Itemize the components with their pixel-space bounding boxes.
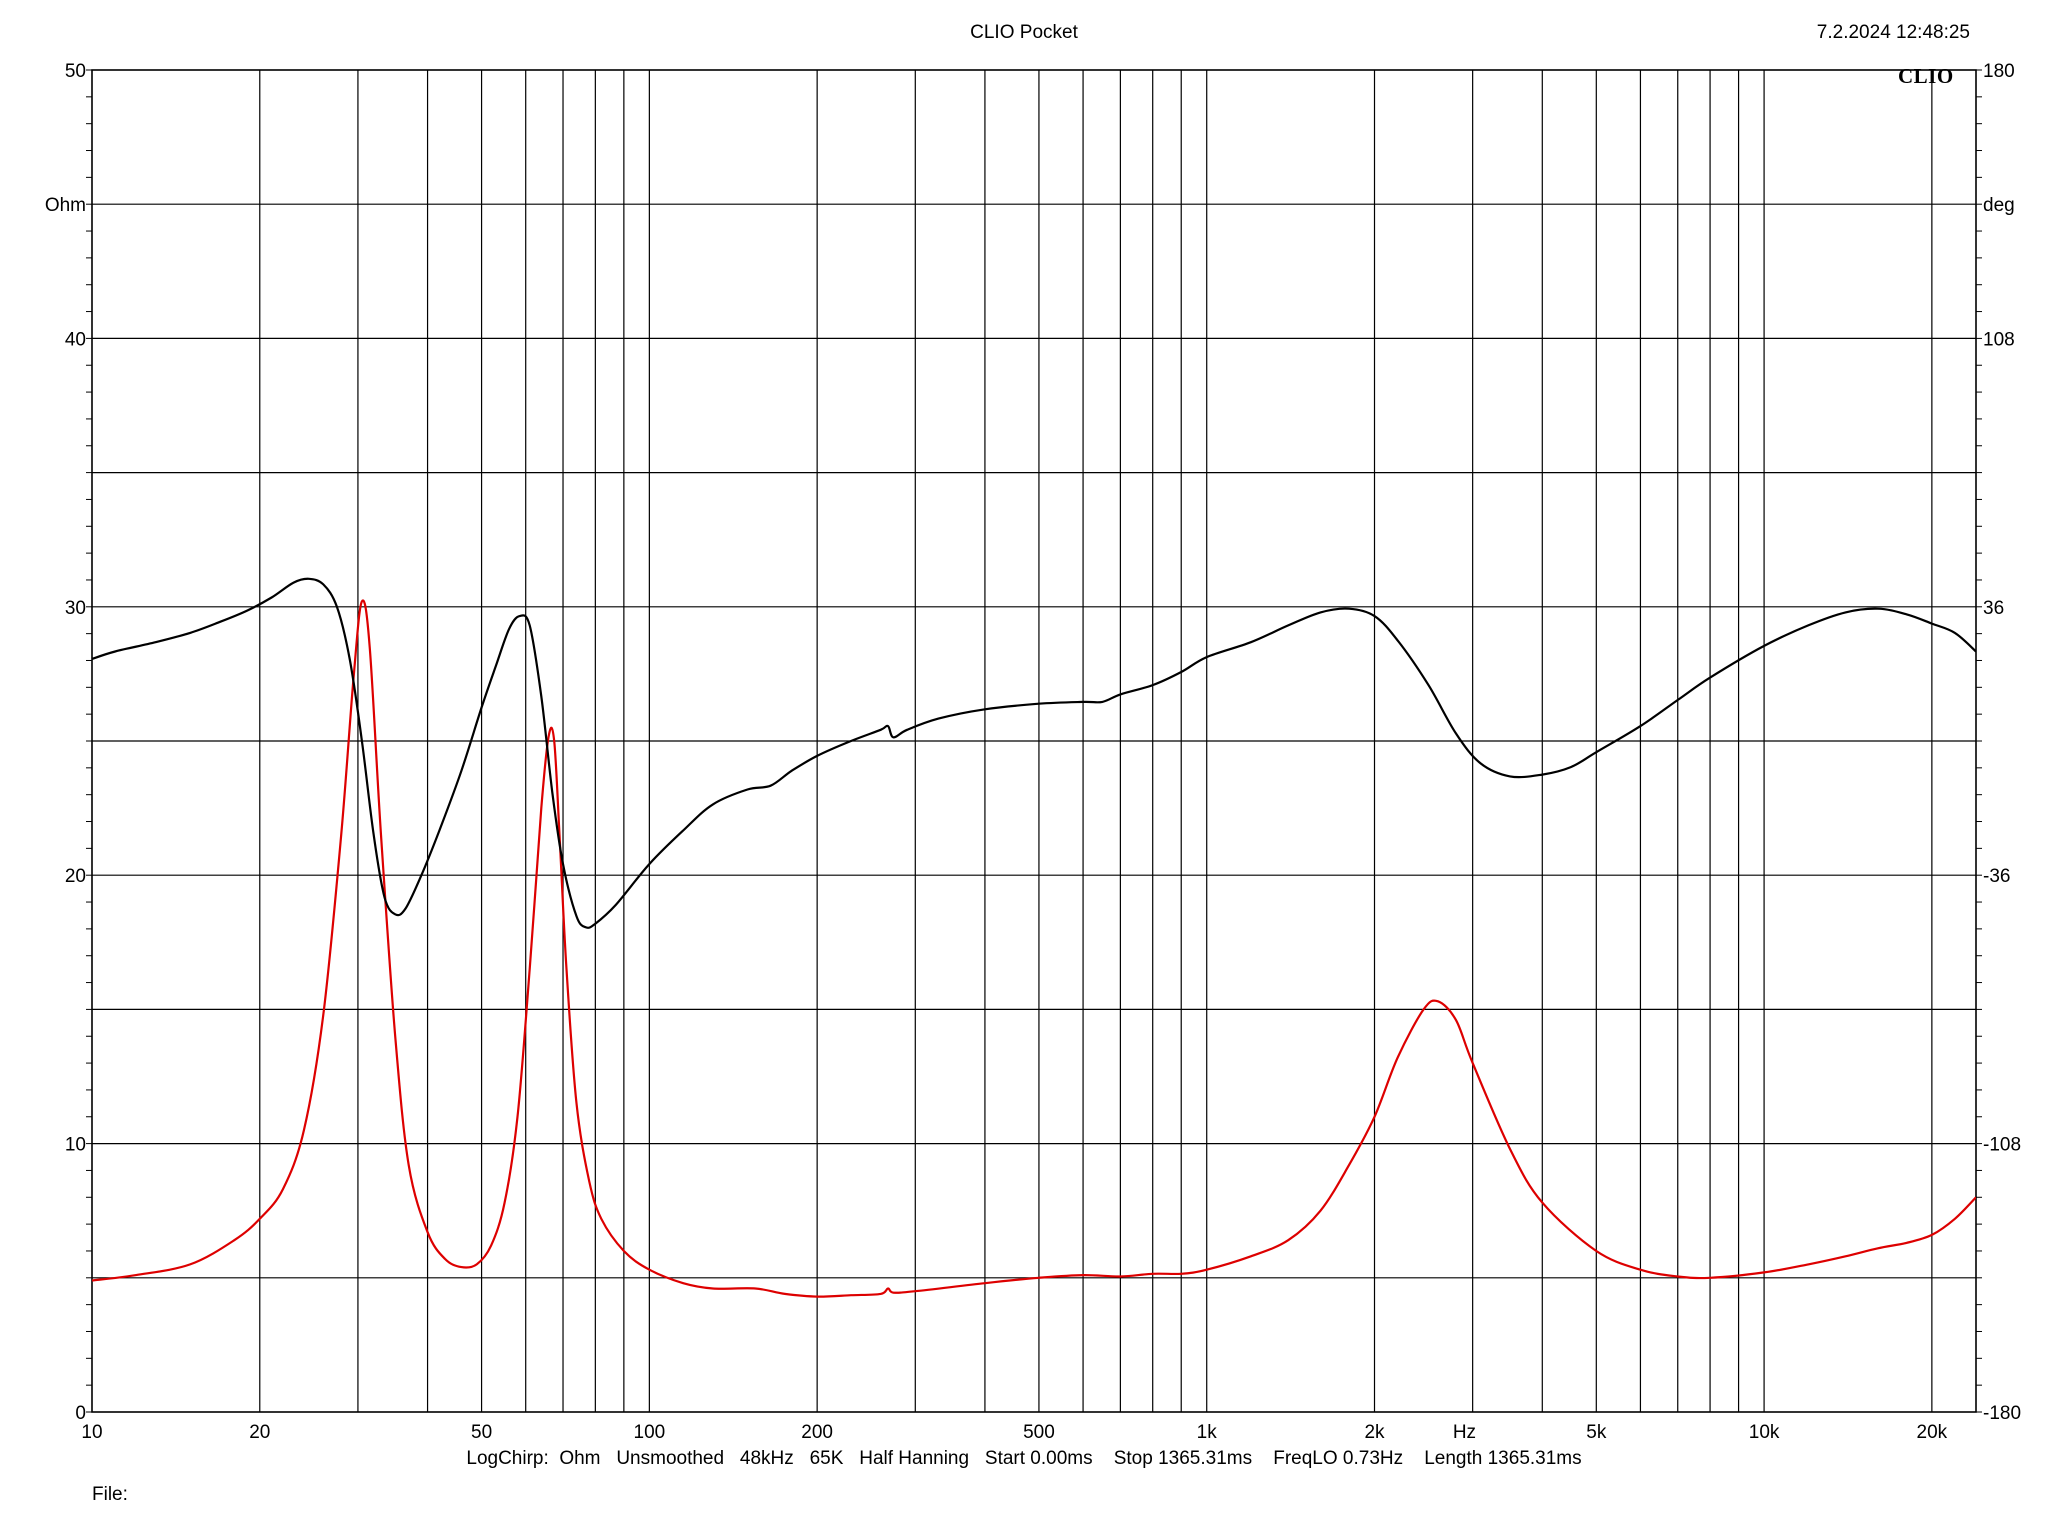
timestamp: 7.2.2024 12:48:25 — [1816, 22, 1970, 43]
x-tick-label: 5k — [1586, 1422, 1607, 1443]
x-tick-label: 500 — [1023, 1422, 1055, 1443]
x-tick-label: 20k — [1917, 1422, 1948, 1443]
y-left-tick-label: 10 — [65, 1135, 86, 1156]
x-tick-label: 20 — [249, 1422, 270, 1443]
impedance-curve — [92, 599, 1976, 1298]
y-right-tick-label: -36 — [1983, 866, 2010, 887]
x-tick-label: 1k — [1197, 1422, 1218, 1443]
x-tick-label: 100 — [634, 1422, 666, 1443]
clio-logo: CLIO — [1898, 64, 1954, 88]
y-left-tick-label: 0 — [75, 1403, 86, 1424]
y-right-tick-label: -180 — [1983, 1403, 2021, 1424]
y-left-tick-label: 30 — [65, 598, 86, 619]
x-tick-label: 10 — [81, 1422, 102, 1443]
measurement-info: LogChirp: Ohm Unsmoothed 48kHz 65K Half … — [466, 1448, 1582, 1469]
y-right-tick-label: 180 — [1983, 61, 2015, 82]
y-right-tick-label: -108 — [1983, 1135, 2021, 1156]
x-tick-label: 2k — [1364, 1422, 1385, 1443]
y-left-tick-label: 40 — [65, 329, 86, 350]
chart-title: CLIO Pocket — [970, 22, 1078, 43]
x-axis-label: Hz — [1453, 1422, 1476, 1443]
plot-frame — [91, 69, 1977, 1413]
y-right-tick-label: 108 — [1983, 329, 2015, 350]
x-tick-label: 50 — [471, 1422, 492, 1443]
y-right-axis-label: deg — [1983, 195, 2015, 216]
file-label: File: — [92, 1484, 128, 1505]
phase-curve — [92, 577, 1976, 929]
x-tick-label: 200 — [801, 1422, 833, 1443]
y-left-tick-label: 20 — [65, 866, 86, 887]
y-left-tick-label: 50 — [65, 61, 86, 82]
y-left-axis-label: Ohm — [45, 195, 86, 216]
x-tick-label: 10k — [1749, 1422, 1780, 1443]
y-right-tick-label: 36 — [1983, 598, 2004, 619]
